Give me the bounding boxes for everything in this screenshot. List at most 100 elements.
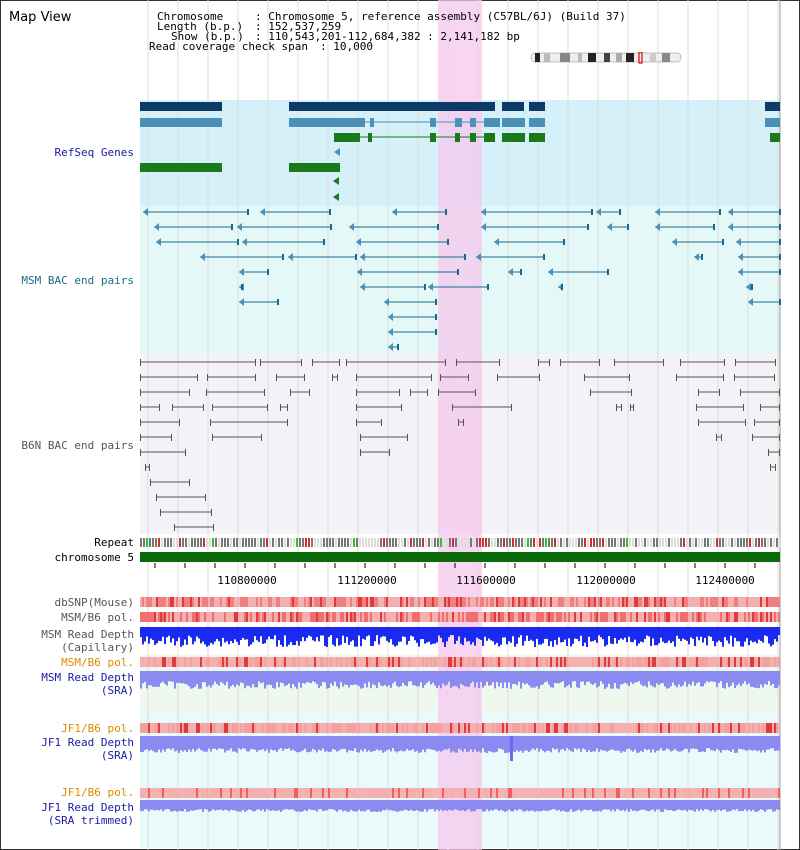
jf1-trim-depth-bar bbox=[716, 800, 718, 811]
jf1-pol-cell bbox=[572, 723, 574, 733]
jf1-pol2-cell bbox=[650, 788, 652, 798]
jf1-pol-cell bbox=[232, 723, 234, 733]
jf1-trim-depth-bar bbox=[154, 800, 156, 811]
msm-pol-cell bbox=[316, 612, 318, 622]
msm-sra-depth-bar bbox=[430, 671, 432, 685]
msm-cap-depth-bar bbox=[456, 627, 458, 641]
dbsnp-cell bbox=[562, 597, 564, 607]
jf1-trim-depth-bar bbox=[422, 800, 424, 812]
jf1-pol-cell bbox=[370, 723, 372, 733]
jf1-pol-cell bbox=[374, 723, 376, 733]
msm-cap-depth-bar bbox=[150, 627, 152, 639]
jf1-pol2-cell bbox=[148, 788, 150, 798]
jf1-sra-depth-bar bbox=[570, 736, 572, 752]
msm-sra-depth-bar bbox=[344, 671, 346, 685]
jf1-pol-cell bbox=[452, 723, 454, 733]
jf1-pol-cell bbox=[320, 723, 322, 733]
msm-pol2-cell bbox=[370, 657, 372, 667]
jf1-trim-depth-bar bbox=[384, 800, 386, 811]
msm-cap-depth-bar bbox=[378, 627, 380, 645]
msm-cap-depth-bar bbox=[294, 627, 296, 646]
dbsnp-cell bbox=[460, 597, 462, 607]
jf1-sra-depth-bar bbox=[754, 736, 756, 750]
repeat-element bbox=[719, 538, 721, 547]
msm-bac-end bbox=[360, 283, 365, 291]
jf1-trim-depth-bar bbox=[506, 800, 508, 812]
msm-pol2-cell bbox=[706, 657, 708, 667]
msm-cap-depth-bar bbox=[490, 627, 492, 641]
jf1-pol-cell bbox=[698, 723, 700, 733]
jf1-pol2-cell bbox=[738, 788, 740, 798]
jf1-trim-depth-bar bbox=[706, 800, 708, 810]
dbsnp-cell bbox=[256, 597, 258, 607]
b6n-bac-end bbox=[290, 389, 291, 396]
msm-pol2-cell bbox=[416, 657, 418, 667]
jf1-sra-depth-bar bbox=[594, 736, 596, 752]
jf1-pol2-cell bbox=[574, 788, 576, 798]
jf1-trim-depth-bar bbox=[212, 800, 214, 810]
msm-pol2-cell bbox=[570, 657, 572, 667]
b6n-bac-end bbox=[743, 404, 744, 411]
jf1-sra-depth-bar bbox=[584, 736, 586, 750]
msm-sra-depth-bar bbox=[582, 671, 584, 682]
jf1-sra-depth-bar bbox=[556, 736, 558, 749]
jf1-pol2-cell bbox=[608, 788, 610, 798]
track-label-chromosome: chromosome 5 bbox=[54, 551, 134, 564]
track-label-jf1-depth-trim-1: JF1 Read Depth bbox=[41, 801, 134, 814]
msm-pol-cell bbox=[226, 612, 228, 622]
repeat-element bbox=[650, 538, 652, 547]
msm-pol-cell bbox=[348, 612, 350, 622]
msm-pol2-cell bbox=[726, 657, 728, 667]
jf1-sra-depth-bar bbox=[374, 736, 376, 751]
repeat-element bbox=[779, 538, 781, 547]
jf1-trim-depth-bar bbox=[776, 800, 778, 810]
jf1-trim-depth-bar bbox=[406, 800, 408, 811]
jf1-trim-depth-bar bbox=[414, 800, 416, 811]
msm-pol2-cell bbox=[562, 657, 564, 667]
msm-sra-depth-bar bbox=[710, 671, 712, 682]
jf1-pol2-cell bbox=[602, 788, 604, 798]
jf1-trim-depth-bar bbox=[582, 800, 584, 811]
b6n-bac-end bbox=[621, 404, 622, 411]
jf1-trim-depth-bar bbox=[756, 800, 758, 812]
dbsnp-cell bbox=[248, 597, 250, 607]
jf1-pol-cell bbox=[164, 723, 166, 733]
jf1-pol2-cell bbox=[492, 788, 494, 798]
jf1-pol2-cell bbox=[370, 788, 372, 798]
chromosome-ideogram[interactable] bbox=[530, 52, 685, 64]
msm-pol-cell bbox=[394, 612, 396, 622]
jf1-sra-depth-bar bbox=[604, 736, 606, 751]
jf1-trim-depth-bar bbox=[160, 800, 162, 810]
jf1-trim-depth-bar bbox=[532, 800, 534, 811]
msm-bac-end bbox=[267, 269, 269, 275]
jf1-trim-depth-bar bbox=[510, 800, 512, 812]
msm-pol2-cell bbox=[226, 657, 228, 667]
dbsnp-cell bbox=[670, 597, 672, 607]
msm-cap-depth-bar bbox=[262, 627, 264, 644]
jf1-pol2-cell bbox=[696, 788, 698, 798]
msm-cap-depth-bar bbox=[388, 627, 390, 643]
jf1-sra-depth-bar bbox=[346, 736, 348, 753]
msm-cap-depth-bar bbox=[164, 627, 166, 645]
msm-pol-cell bbox=[146, 612, 148, 622]
jf1-sra-depth-bar bbox=[420, 736, 422, 753]
msm-pol2-cell bbox=[654, 657, 656, 667]
msm-cap-depth-bar bbox=[204, 627, 206, 645]
msm-sra-depth-bar bbox=[534, 671, 536, 688]
jf1-pol-cell bbox=[228, 723, 230, 733]
dbsnp-cell bbox=[286, 597, 288, 607]
msm-pol-cell bbox=[406, 612, 408, 622]
msm-pol-cell bbox=[594, 612, 596, 622]
jf1-pol2-cell bbox=[478, 788, 480, 798]
b6n-bac-end bbox=[212, 404, 213, 411]
b6n-bac-end bbox=[463, 419, 464, 426]
msm-bac-end bbox=[237, 223, 242, 231]
jf1-sra-depth-bar bbox=[458, 736, 460, 749]
msm-sra-depth-bar bbox=[244, 671, 246, 689]
repeat-element bbox=[320, 538, 322, 547]
dbsnp-cell bbox=[544, 597, 546, 607]
jf1-pol2-cell bbox=[556, 788, 558, 798]
msm-pol2-cell bbox=[688, 657, 690, 667]
jf1-pol2-cell bbox=[364, 788, 366, 798]
